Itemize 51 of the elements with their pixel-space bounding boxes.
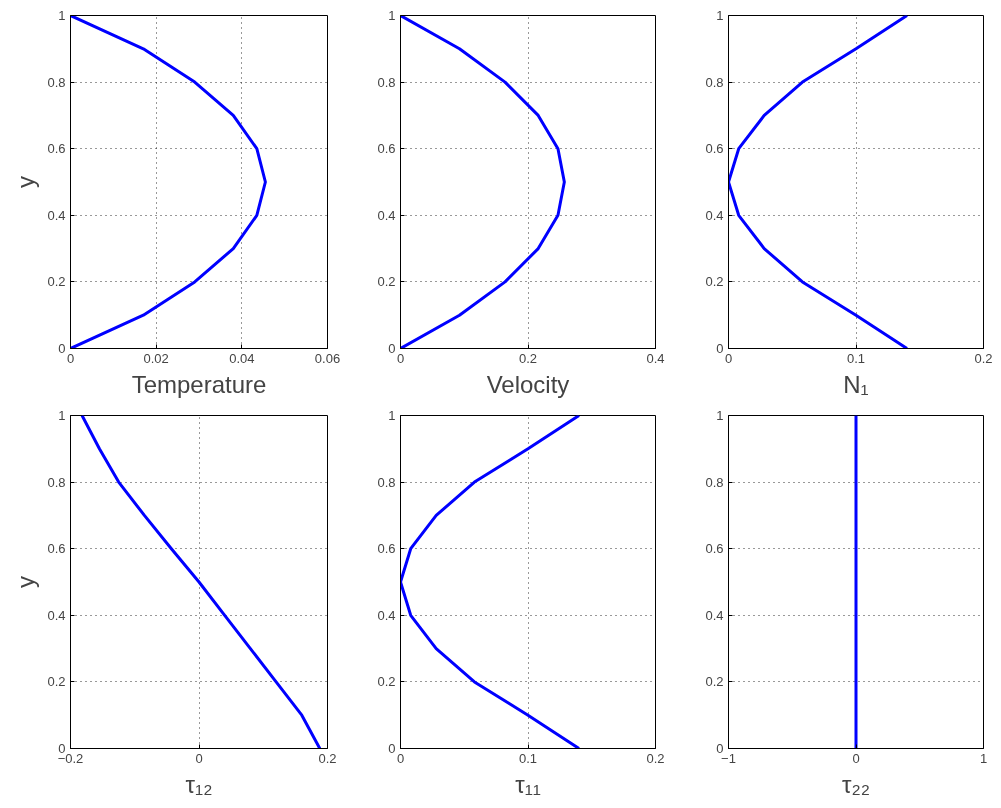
x-tick-label: 0.02 [143,350,169,366]
y-tick-label: 0.8 [705,74,724,90]
y-tick-label: 0.8 [47,474,66,490]
y-tick-label: 0.4 [377,607,396,623]
x-tick-label: 1 [979,750,988,766]
x-tick-label: 0.2 [974,350,993,366]
x-axis-title: Temperature [131,370,267,398]
y-axis-title: y [12,576,40,588]
y-tick-label: 0.8 [377,474,396,490]
y-tick-label: 0.4 [377,207,396,223]
y-tick-label: 0.8 [377,74,396,90]
y-tick-label: 1 [58,408,66,423]
x-tick-label: 0.2 [646,750,665,766]
x-tick-label: 0 [195,750,203,766]
y-tick-label: 0.2 [377,274,396,290]
y-tick-label: 0.4 [705,207,724,223]
y-tick-label: 0.6 [47,141,66,157]
y-tick-label: 0.2 [47,674,66,690]
y-tick-label: 0.2 [47,274,66,290]
x-tick-label: 0.4 [646,350,665,366]
x-axis-title: N₁ [843,370,869,398]
y-tick-label: 0.6 [377,541,396,557]
x-tick-label: 0.06 [314,350,341,366]
y-tick-label: 1 [388,8,396,23]
y-tick-label: 0.6 [705,141,724,157]
x-tick-label: 0.1 [518,750,538,766]
x-axis-title: τ₁₁ [515,770,541,798]
x-tick-label: 0 [852,750,860,766]
y-tick-label: 0.4 [47,207,66,223]
y-tick-label: 0.2 [705,274,724,290]
y-tick-label: 0.8 [705,474,724,490]
y-tick-label: 1 [716,8,724,23]
y-tick-label: 1 [388,408,396,423]
y-tick-label: 0.4 [705,607,724,623]
x-tick-label: 0.04 [229,350,255,366]
y-tick-label: 0.8 [47,74,66,90]
x-axis-title: Velocity [486,370,570,398]
y-tick-label: 0.2 [377,674,396,690]
x-axis-title: τ₁₂ [185,770,213,798]
y-tick-label: 0.6 [705,541,724,557]
y-tick-label: 0.4 [47,607,66,623]
x-axis-title: τ₂₂ [841,770,871,798]
y-tick-label: 1 [58,8,66,23]
y-tick-label: 0.2 [705,674,724,690]
y-tick-label: 1 [716,408,724,423]
y-tick-label: 0.6 [47,541,66,557]
x-tick-label: 0.2 [518,350,538,366]
x-tick-label: 0.2 [318,750,337,766]
y-axis-title: y [12,176,40,188]
x-tick-label: 0.1 [846,350,866,366]
y-tick-label: 0.6 [377,141,396,157]
